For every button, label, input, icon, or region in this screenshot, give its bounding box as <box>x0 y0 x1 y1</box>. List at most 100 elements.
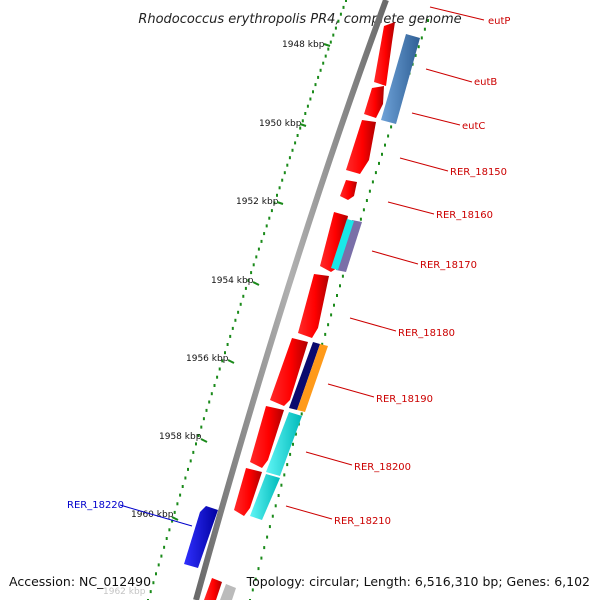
track-dot <box>368 189 371 193</box>
track-dot <box>321 342 324 346</box>
track-dot <box>341 274 344 278</box>
gene-label-eutb: eutB <box>474 77 497 88</box>
track-dot <box>333 303 335 307</box>
gene-label-rer18220: RER_18220 <box>67 500 124 511</box>
track-dot <box>268 525 271 529</box>
gene-label-rer18160: RER_18160 <box>436 210 493 221</box>
gene-block-rer18190-orange <box>297 344 328 412</box>
track-dot <box>286 163 289 167</box>
gene-label-eutc: eutC <box>462 121 485 132</box>
track-dot <box>189 459 192 463</box>
track-dot <box>257 247 260 251</box>
track-dot <box>336 294 338 297</box>
track-dot <box>276 193 278 197</box>
scale-label: 1954 kbp <box>211 276 254 286</box>
track-dot <box>312 90 314 94</box>
track-dot <box>381 152 383 156</box>
track-dot <box>266 535 269 539</box>
gene-arrow <box>346 120 376 174</box>
track-dot <box>155 572 157 576</box>
track-dot <box>257 567 260 571</box>
track-dot <box>208 400 211 404</box>
track-dot <box>168 528 171 532</box>
gene-label-rer18150: RER_18150 <box>450 167 507 178</box>
track-dot <box>181 485 184 488</box>
track-dot <box>300 412 303 416</box>
track-dot <box>210 392 213 396</box>
track-dot <box>218 367 221 371</box>
gene-arrow <box>250 406 284 468</box>
track-dot <box>319 68 322 72</box>
track-dot <box>184 476 187 480</box>
track-dot <box>414 53 417 57</box>
track-dot <box>247 279 250 282</box>
track-dot <box>420 36 423 40</box>
gene-labels: eutP eutB eutC RER_18150 RER_18160 RER_1… <box>67 16 510 527</box>
gene-arrow-rer18220 <box>184 506 218 568</box>
track-dot <box>322 61 325 65</box>
gene-arrow <box>374 22 395 86</box>
track-dot <box>337 19 340 23</box>
gene-label-rer18200: RER_18200 <box>354 462 411 473</box>
track-dot <box>324 54 327 58</box>
track-dot <box>294 432 297 436</box>
track-dot <box>187 467 189 471</box>
track-dot <box>197 434 200 437</box>
track-dot <box>301 119 304 123</box>
track-dot <box>390 125 393 129</box>
inner-dots <box>249 19 429 600</box>
track-dot <box>334 26 337 30</box>
track-dot <box>294 141 297 145</box>
scale-label: 1956 kbp <box>186 354 229 364</box>
track-dot <box>263 546 266 550</box>
track-dot <box>299 126 302 130</box>
track-dot <box>265 224 268 228</box>
track-dot <box>244 286 247 290</box>
track-dot <box>163 545 166 549</box>
track-dot <box>231 326 234 330</box>
gene-arrow <box>234 468 262 516</box>
track-dot <box>237 310 240 314</box>
track-dot <box>329 40 332 44</box>
track-dot <box>283 473 286 477</box>
track-dot <box>271 514 274 518</box>
scale-label: 1960 kbp <box>131 510 174 520</box>
gene-label-rer18180: RER_18180 <box>398 328 455 339</box>
track-dot <box>317 75 320 79</box>
track-dot <box>171 519 174 523</box>
scale-tick <box>323 43 331 47</box>
track-dot <box>224 351 226 355</box>
track-dot <box>216 375 219 379</box>
track-dot <box>306 104 309 108</box>
track-dot <box>157 563 160 567</box>
track-dot <box>330 313 333 317</box>
track-dot <box>273 201 276 205</box>
track-dot <box>251 588 254 592</box>
track-dot <box>417 45 420 49</box>
track-dot <box>296 134 299 137</box>
track-dot <box>226 343 229 346</box>
track-dot <box>260 556 263 560</box>
track-dot <box>229 334 232 338</box>
track-dot <box>365 199 368 202</box>
track-dot <box>345 0 347 2</box>
track-dot <box>255 255 258 259</box>
track-dot <box>278 186 281 190</box>
scale-label: 1948 kbp <box>282 40 325 50</box>
gene-block-rer18190-navy <box>289 342 320 410</box>
gene-arrow <box>320 212 348 272</box>
gene-block-rer18210 <box>250 474 280 520</box>
track-dot <box>342 5 345 9</box>
scale-tick <box>252 281 260 286</box>
track-dot <box>289 452 292 456</box>
track-dot <box>160 554 163 558</box>
gene-arrow <box>204 578 222 600</box>
track-dot <box>252 263 255 267</box>
track-dot <box>234 318 237 322</box>
scale-labels: 1948 kbp 1950 kbp 1952 kbp 1954 kbp 1956… <box>103 40 331 597</box>
track-dot <box>205 408 208 412</box>
gene-label-rer18210: RER_18210 <box>334 516 391 527</box>
track-dot <box>250 271 253 275</box>
track-dot <box>280 483 283 487</box>
gene-label-rer18190: RER_18190 <box>376 394 433 405</box>
